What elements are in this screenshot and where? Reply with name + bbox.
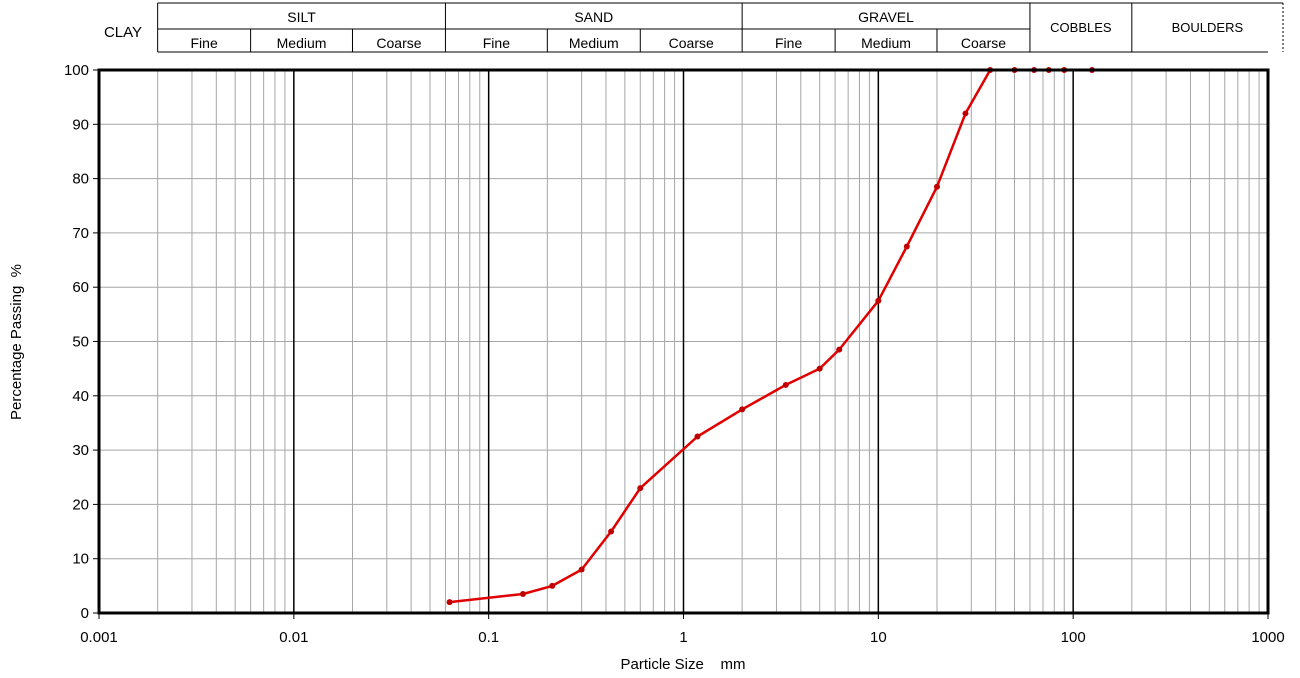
data-point (962, 110, 969, 117)
data-point (816, 365, 823, 372)
x-tick-label: 0.1 (478, 629, 499, 646)
soil-subgroup-label: Medium (861, 35, 911, 51)
soil-classification-header: CLAY SILT Fine Medium Coarse SAND Fine Medium C… (104, 2, 1284, 53)
axes: 0.001 0.01 0.1 1 10 100 1000 0 10 20 30 40 50 60 70 80 9… (64, 62, 1285, 646)
data-point (519, 590, 526, 597)
x-tick-label: 100 (1061, 629, 1086, 646)
data-point (836, 346, 843, 353)
soil-group-label: SAND (574, 9, 613, 25)
plot-grid (98, 69, 1269, 614)
soil-subgroup-label: Coarse (376, 35, 421, 51)
data-point (446, 599, 453, 606)
y-tick-label: 30 (72, 442, 89, 459)
grading-curve (446, 67, 1096, 606)
data-point (608, 528, 615, 535)
y-tick-label: 90 (72, 116, 89, 133)
soil-subgroup-label: Fine (191, 35, 218, 51)
x-tick-label: 0.01 (279, 629, 308, 646)
y-tick-label: 0 (81, 605, 89, 622)
soil-subgroup-label: Fine (483, 35, 510, 51)
data-point (903, 243, 910, 250)
y-tick-label: 40 (72, 388, 89, 405)
soil-subgroup-label: Coarse (961, 35, 1006, 51)
y-tick-label: 100 (64, 62, 89, 79)
data-point (875, 297, 882, 304)
y-axis-label: Percentage Passing % (8, 264, 25, 420)
y-tick-label: 70 (72, 225, 89, 242)
x-tick-label: 10 (870, 629, 887, 646)
data-point (933, 183, 940, 190)
soil-group-label: GRAVEL (858, 9, 914, 25)
x-axis-label: Particle Size mm (620, 656, 745, 673)
y-tick-label: 10 (72, 551, 89, 568)
clay-label: CLAY (104, 24, 142, 41)
x-tick-label: 1000 (1251, 629, 1284, 646)
data-point (694, 433, 701, 440)
soil-group-label: SILT (287, 9, 316, 25)
x-tick-label: 0.001 (80, 629, 118, 646)
data-point (782, 381, 789, 388)
boulders-label: BOULDERS (1172, 20, 1244, 35)
soil-subgroup-label: Fine (775, 35, 802, 51)
soil-subgroup-label: Coarse (669, 35, 714, 51)
data-point (637, 485, 644, 492)
cobbles-label: COBBLES (1050, 20, 1112, 35)
data-point (578, 566, 585, 573)
soil-subgroup-label: Medium (277, 35, 327, 51)
y-tick-label: 80 (72, 171, 89, 188)
x-tick-label: 1 (679, 629, 687, 646)
soil-subgroup-label: Medium (569, 35, 619, 51)
y-tick-label: 20 (72, 496, 89, 513)
data-point (549, 582, 556, 589)
y-tick-label: 60 (72, 279, 89, 296)
y-tick-label: 50 (72, 334, 89, 351)
data-point (739, 406, 746, 413)
